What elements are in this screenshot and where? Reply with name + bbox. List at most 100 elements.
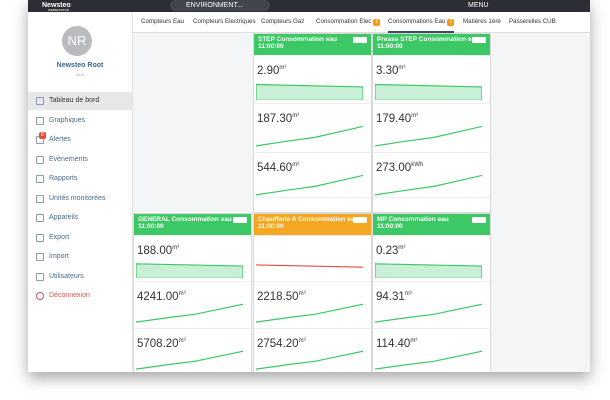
row-value: 5708.20m³ (137, 337, 186, 350)
brand-sub: WEBMONITOR (48, 8, 69, 12)
card-title: MP Consommation eau (377, 216, 449, 223)
tab-label: Consommation Elec (316, 18, 372, 25)
tab-label: Compteurs Gaz (261, 18, 305, 25)
tab[interactable]: Consommation Elec 1 (316, 12, 381, 31)
sparkline (375, 263, 482, 279)
card-time: 11:00:00 (258, 43, 284, 50)
tab[interactable]: Matières 1ère (463, 12, 501, 31)
row-value: 4241.00m³ (137, 291, 186, 304)
card-footer (254, 197, 371, 212)
row-value: 2.90m³ (257, 65, 287, 77)
sparkline (136, 263, 243, 279)
sparkline (136, 350, 243, 370)
tab[interactable]: Compteurs Electriques (193, 12, 256, 31)
card-time: 11:00:00 (377, 223, 403, 230)
sparkline (375, 126, 482, 147)
card-title: STEP Consommation eau (258, 36, 337, 43)
menu-item[interactable]: Tableau de bord (28, 92, 132, 110)
sparkline-path (375, 263, 482, 279)
row-value: 94.31m³ (376, 291, 412, 304)
card-time: 11:00:00 (377, 43, 403, 50)
row-value: 2754.20m³ (257, 337, 306, 350)
menu-icon (36, 272, 44, 281)
menu-icon (36, 194, 44, 203)
sparkline (256, 350, 363, 370)
tab[interactable]: Compteurs Gaz (261, 12, 304, 31)
menu-icon (36, 175, 44, 183)
card-icons[interactable] (472, 217, 486, 223)
sparkline-path (375, 303, 482, 324)
card-icons[interactable] (353, 37, 367, 43)
card-row: 5708.20m³ (134, 327, 251, 372)
menu-item[interactable]: Import (28, 248, 132, 266)
tab-label: Matières 1ère (463, 18, 501, 25)
row-value: 114.40m³ (376, 337, 418, 350)
card-icons[interactable] (233, 217, 247, 223)
row-value: 2218.50m³ (257, 291, 306, 304)
menu-item[interactable]: Déconnexion (28, 287, 132, 305)
card-title: Presse STEP Consommation eau (377, 36, 480, 43)
tab[interactable]: Consommations Eau 1 (388, 12, 455, 33)
user-name: Newsteo Root (56, 62, 104, 69)
card-icons[interactable] (472, 37, 486, 43)
menu-item[interactable]: Unités monitorées (28, 190, 132, 208)
row-unit: m³ (178, 337, 186, 344)
menu-label: Graphiques (49, 116, 86, 124)
menu-item[interactable]: Rapports (28, 170, 132, 188)
tab-label: Passerelles CUB (509, 18, 556, 25)
card-row: 2754.20m³ (254, 327, 371, 372)
row-value: 188.00m³ (137, 245, 180, 257)
avatar: NR (62, 26, 92, 56)
menu-label: Export (49, 233, 70, 241)
row-unit: m³ (404, 291, 412, 298)
tab-label: Compteurs Eau (141, 18, 184, 25)
tab[interactable]: Compteurs Eau (141, 12, 184, 31)
row-unit: kWh (411, 161, 424, 168)
version: v1.8 (76, 72, 84, 77)
card-title: Chaufferie A Consommation eau (258, 216, 359, 223)
card-header: Presse STEP Consommation eau 11:00:00 (373, 34, 490, 55)
card-row (254, 235, 371, 281)
menu-icon (36, 97, 44, 105)
card-row: 0.23m³ (373, 235, 490, 281)
tab[interactable]: Passerelles CUB (509, 12, 556, 31)
card-row: 2.90m³ (254, 55, 371, 103)
sparkline (256, 174, 363, 196)
card-header: GENERAL Consommation eau 11:00:00 (134, 214, 251, 235)
sparkline-path (375, 83, 482, 101)
top-bar: Newsteo WEBMONITOR ENVIRONMENT... MENU (28, 0, 590, 12)
menu-icon (36, 116, 44, 125)
search-box[interactable] (170, 0, 270, 11)
menu-button[interactable]: MENU (468, 2, 489, 9)
row-value: 187.30m³ (257, 113, 300, 126)
card-icons[interactable] (353, 217, 367, 223)
sparkline (136, 303, 243, 324)
sparkline-path (256, 83, 363, 101)
sparkline (375, 350, 482, 370)
sparkline-path (256, 303, 363, 324)
sparkline (256, 126, 363, 147)
sparkline (375, 83, 482, 101)
menu-label: Import (49, 253, 69, 260)
menu-item[interactable]: Export (28, 229, 132, 247)
row-unit: m³ (292, 161, 300, 168)
card-header: MP Consommation eau 11:00:00 (373, 214, 490, 235)
card-title: GENERAL Consommation eau (138, 216, 232, 223)
sparkline-path (375, 174, 482, 196)
row-unit: m³ (279, 65, 287, 71)
sparkline (375, 303, 482, 324)
sparkline (256, 83, 363, 101)
menu-item[interactable]: Utilisateurs (28, 268, 132, 286)
menu-item[interactable]: Appareils (28, 209, 132, 227)
menu-item[interactable]: Graphiques (28, 112, 132, 130)
tab-label: Compteurs Electriques (193, 18, 256, 25)
sparkline (375, 174, 482, 196)
menu-label: Appareils (49, 214, 79, 221)
menu-item[interactable]: Evènements (28, 151, 132, 169)
menu-item[interactable]: Alertes 8 (28, 131, 132, 149)
sparkline-path (136, 303, 243, 324)
card-row: 2218.50m³ (254, 281, 371, 327)
card-row: 187.30m³ (254, 103, 371, 151)
tab-badge: 1 (447, 19, 455, 26)
card: Chaufferie A Consommation eau 11:00:00 221… (253, 213, 372, 372)
